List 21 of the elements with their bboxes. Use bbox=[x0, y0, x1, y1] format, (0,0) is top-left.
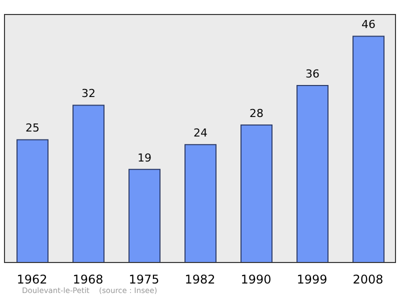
data-label: 46 bbox=[362, 18, 376, 32]
data-label: 28 bbox=[250, 106, 264, 120]
x-tick-label: 1999 bbox=[296, 272, 328, 287]
x-tick-label: 1975 bbox=[128, 272, 160, 287]
bar bbox=[296, 84, 328, 263]
x-tick-label: 1982 bbox=[184, 272, 216, 287]
x-tick-label: 1990 bbox=[240, 272, 272, 287]
bar bbox=[352, 36, 384, 263]
bar bbox=[240, 124, 272, 263]
bar bbox=[184, 144, 216, 263]
data-label: 24 bbox=[194, 126, 208, 140]
x-tick-label: 1968 bbox=[72, 272, 104, 287]
x-tick-label: 2008 bbox=[352, 272, 384, 287]
data-label: 19 bbox=[138, 151, 152, 164]
data-label: 25 bbox=[26, 122, 40, 135]
data-label: 32 bbox=[82, 87, 96, 100]
bar bbox=[72, 104, 104, 263]
data-label: 36 bbox=[306, 67, 320, 80]
x-tick-label: 1962 bbox=[16, 272, 48, 287]
bar bbox=[16, 139, 48, 263]
bar bbox=[128, 168, 160, 263]
